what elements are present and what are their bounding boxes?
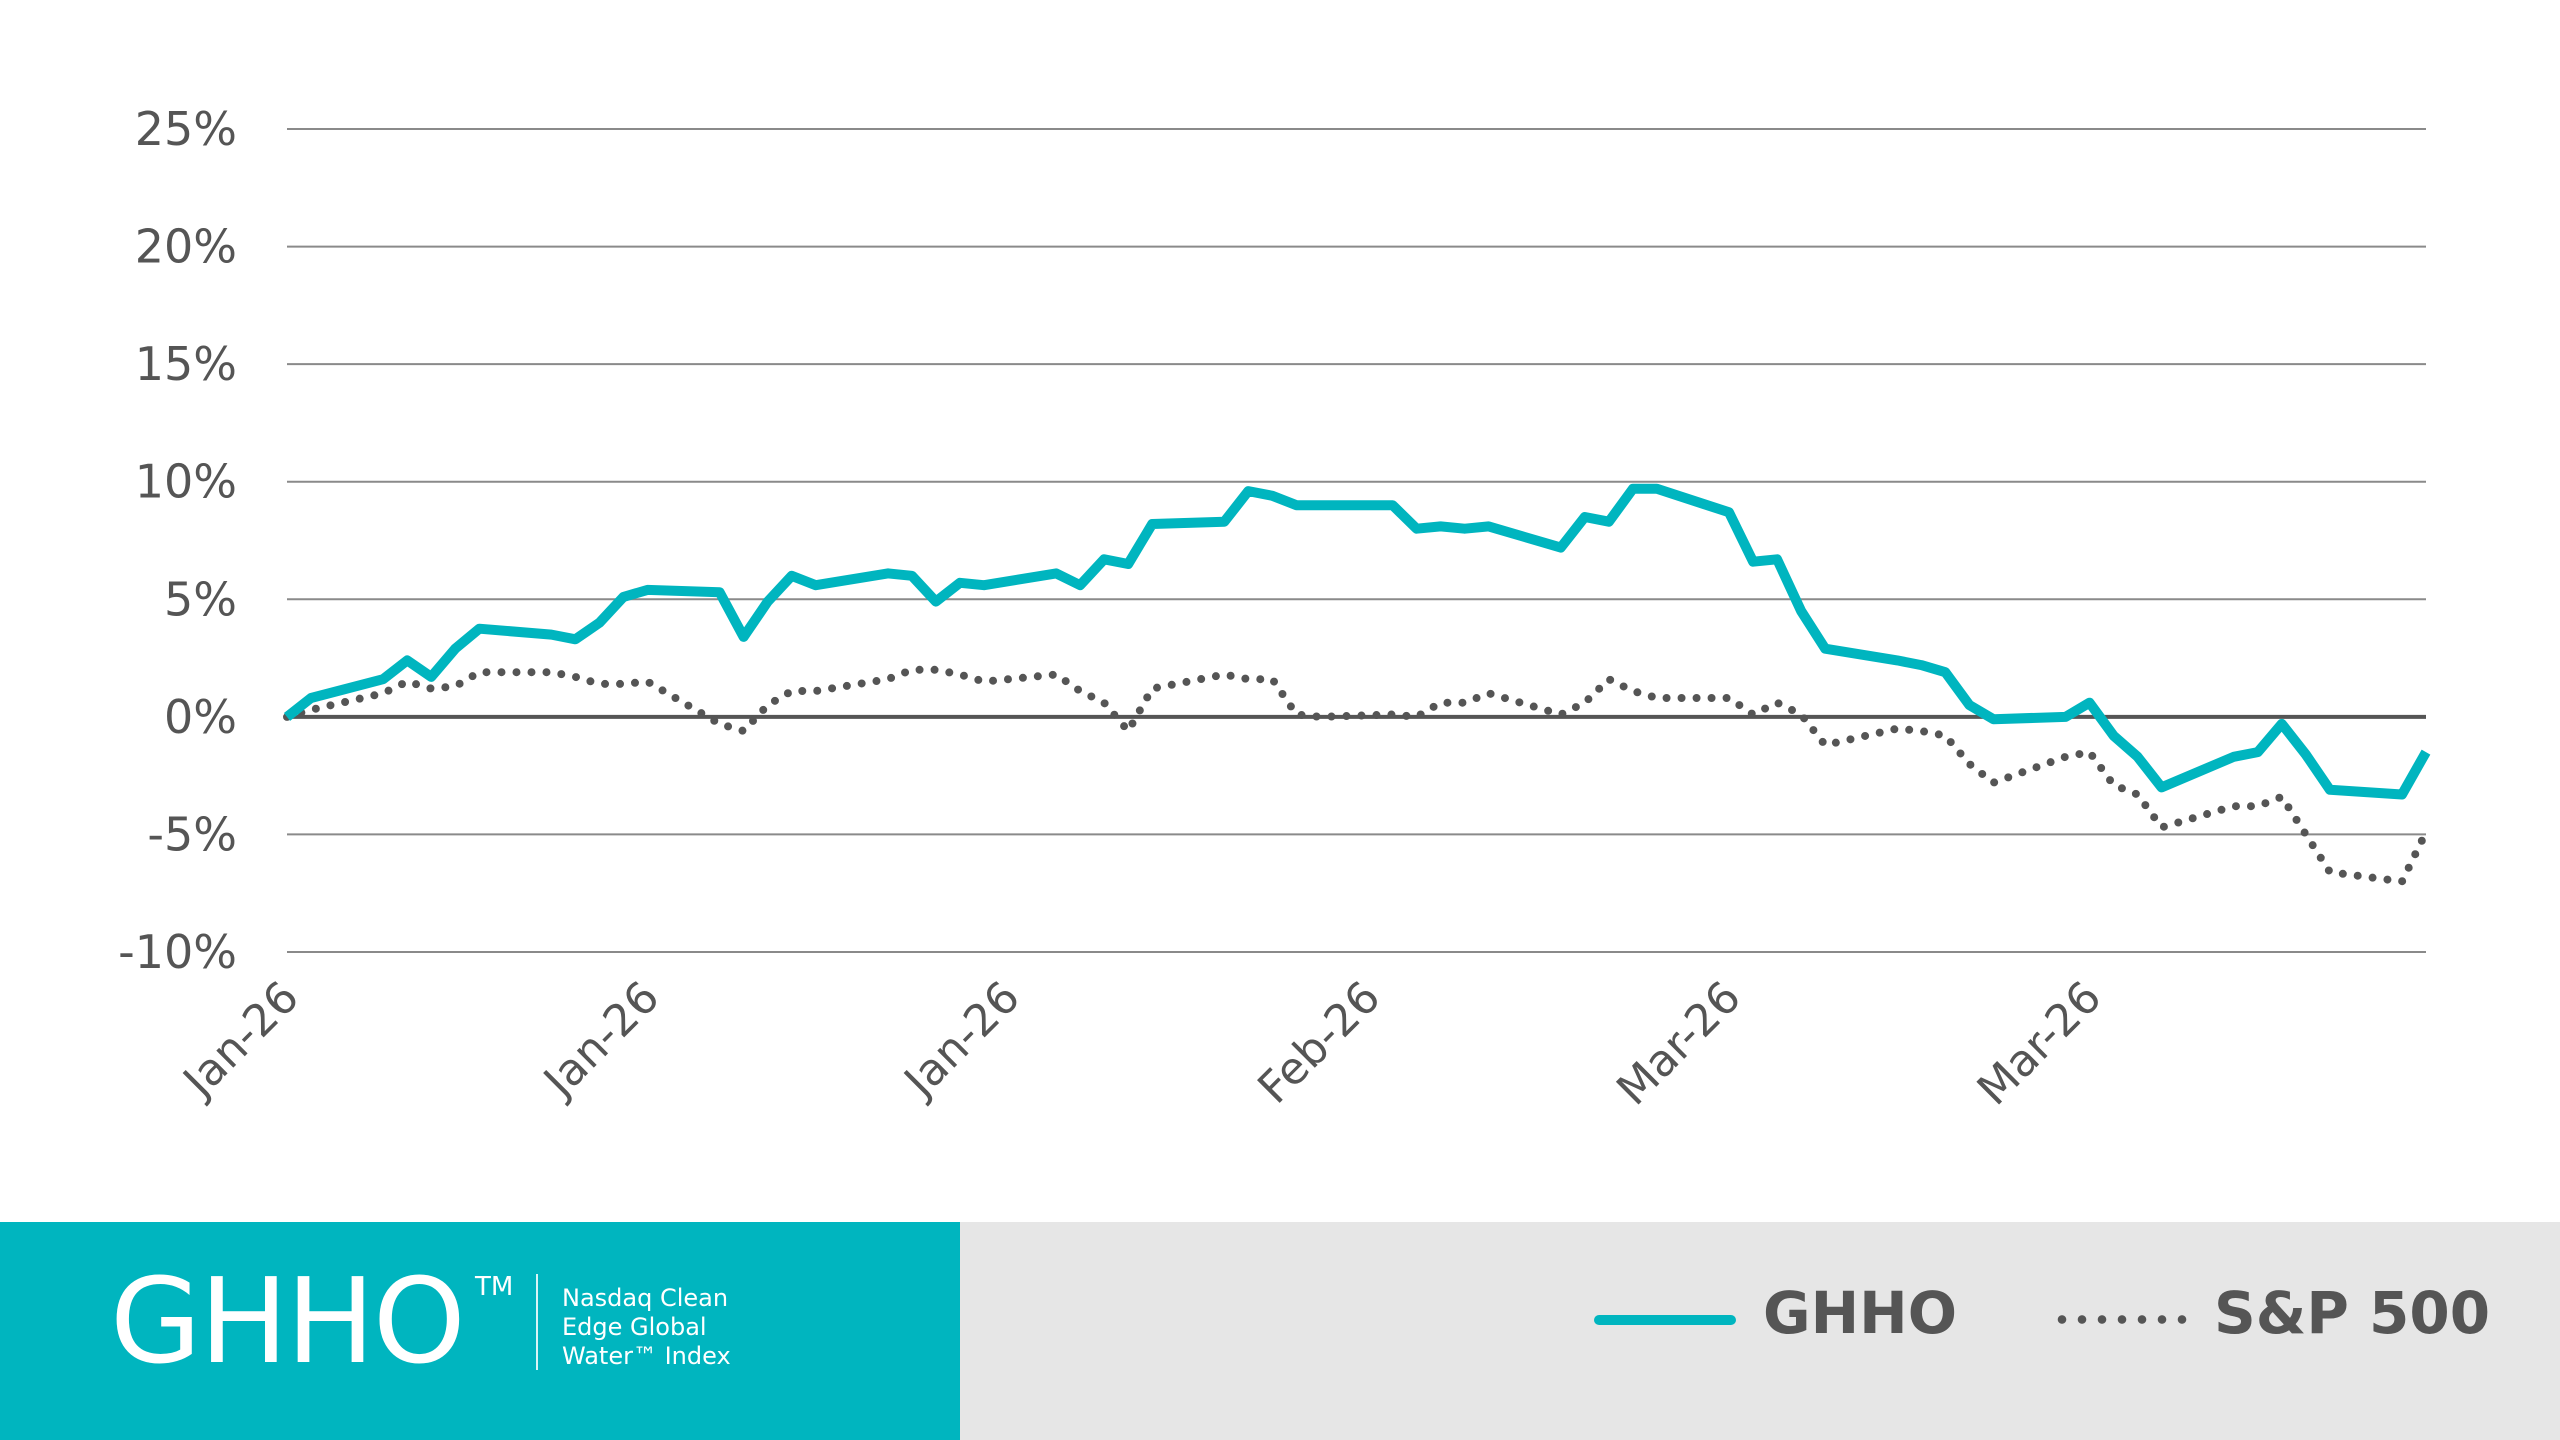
- index-name-line: Water™ Index: [562, 1342, 731, 1370]
- x-tick-label: Mar-26: [1968, 972, 2112, 1116]
- x-axis-labels: Jan-26 Jan-26 Jan-26 Feb-26 Mar-26 Mar-26: [172, 972, 2111, 1116]
- y-tick-label: -10%: [118, 925, 237, 979]
- y-tick-label: 5%: [164, 572, 237, 626]
- trademark-mark: TM: [475, 1272, 514, 1302]
- series-line-ghho: [283, 483, 2431, 800]
- gridlines: [287, 128, 2426, 953]
- x-tick-label: Jan-26: [532, 972, 669, 1109]
- y-tick-label: 10%: [135, 455, 237, 509]
- series-line-sp500: [283, 665, 2430, 886]
- legend-label-ghho: GHHO: [1763, 1279, 1957, 1347]
- brand-panel: GHHO TM Nasdaq Clean Edge Global Water™ …: [0, 1222, 960, 1440]
- ticker-logo: GHHO: [110, 1252, 466, 1390]
- y-tick-label: 0%: [164, 690, 237, 744]
- x-tick-label: Feb-26: [1248, 972, 1390, 1114]
- x-tick-label: Mar-26: [1607, 972, 1751, 1116]
- y-tick-label: 25%: [135, 102, 237, 156]
- series-lines: [283, 483, 2431, 886]
- index-name-line: Nasdaq Clean: [562, 1284, 729, 1312]
- y-axis-labels: 25% 20% 15% 10% 5% 0% -5% -10%: [118, 102, 237, 979]
- y-tick-label: -5%: [147, 807, 237, 861]
- chart-legend: GHHO S&P 500: [960, 1222, 2560, 1440]
- legend-label-sp500: S&P 500: [2214, 1279, 2491, 1347]
- legend-swatch-ghho: [1594, 1315, 1736, 1325]
- index-name: Nasdaq Clean Edge Global Water™ Index: [562, 1284, 731, 1371]
- performance-chart: 25%20%15%10%5%0%-5%-10% Jan-26 Jan-26 Jan-…: [118, 102, 2431, 1116]
- x-tick-label: Jan-26: [172, 972, 309, 1109]
- y-tick-label: 20%: [135, 220, 237, 274]
- y-tick-label: 15%: [135, 337, 237, 391]
- legend-swatch-sp500: [2052, 1315, 2192, 1324]
- brand-divider: [536, 1274, 538, 1370]
- index-name-line: Edge Global: [562, 1313, 707, 1341]
- x-tick-label: Jan-26: [893, 972, 1030, 1109]
